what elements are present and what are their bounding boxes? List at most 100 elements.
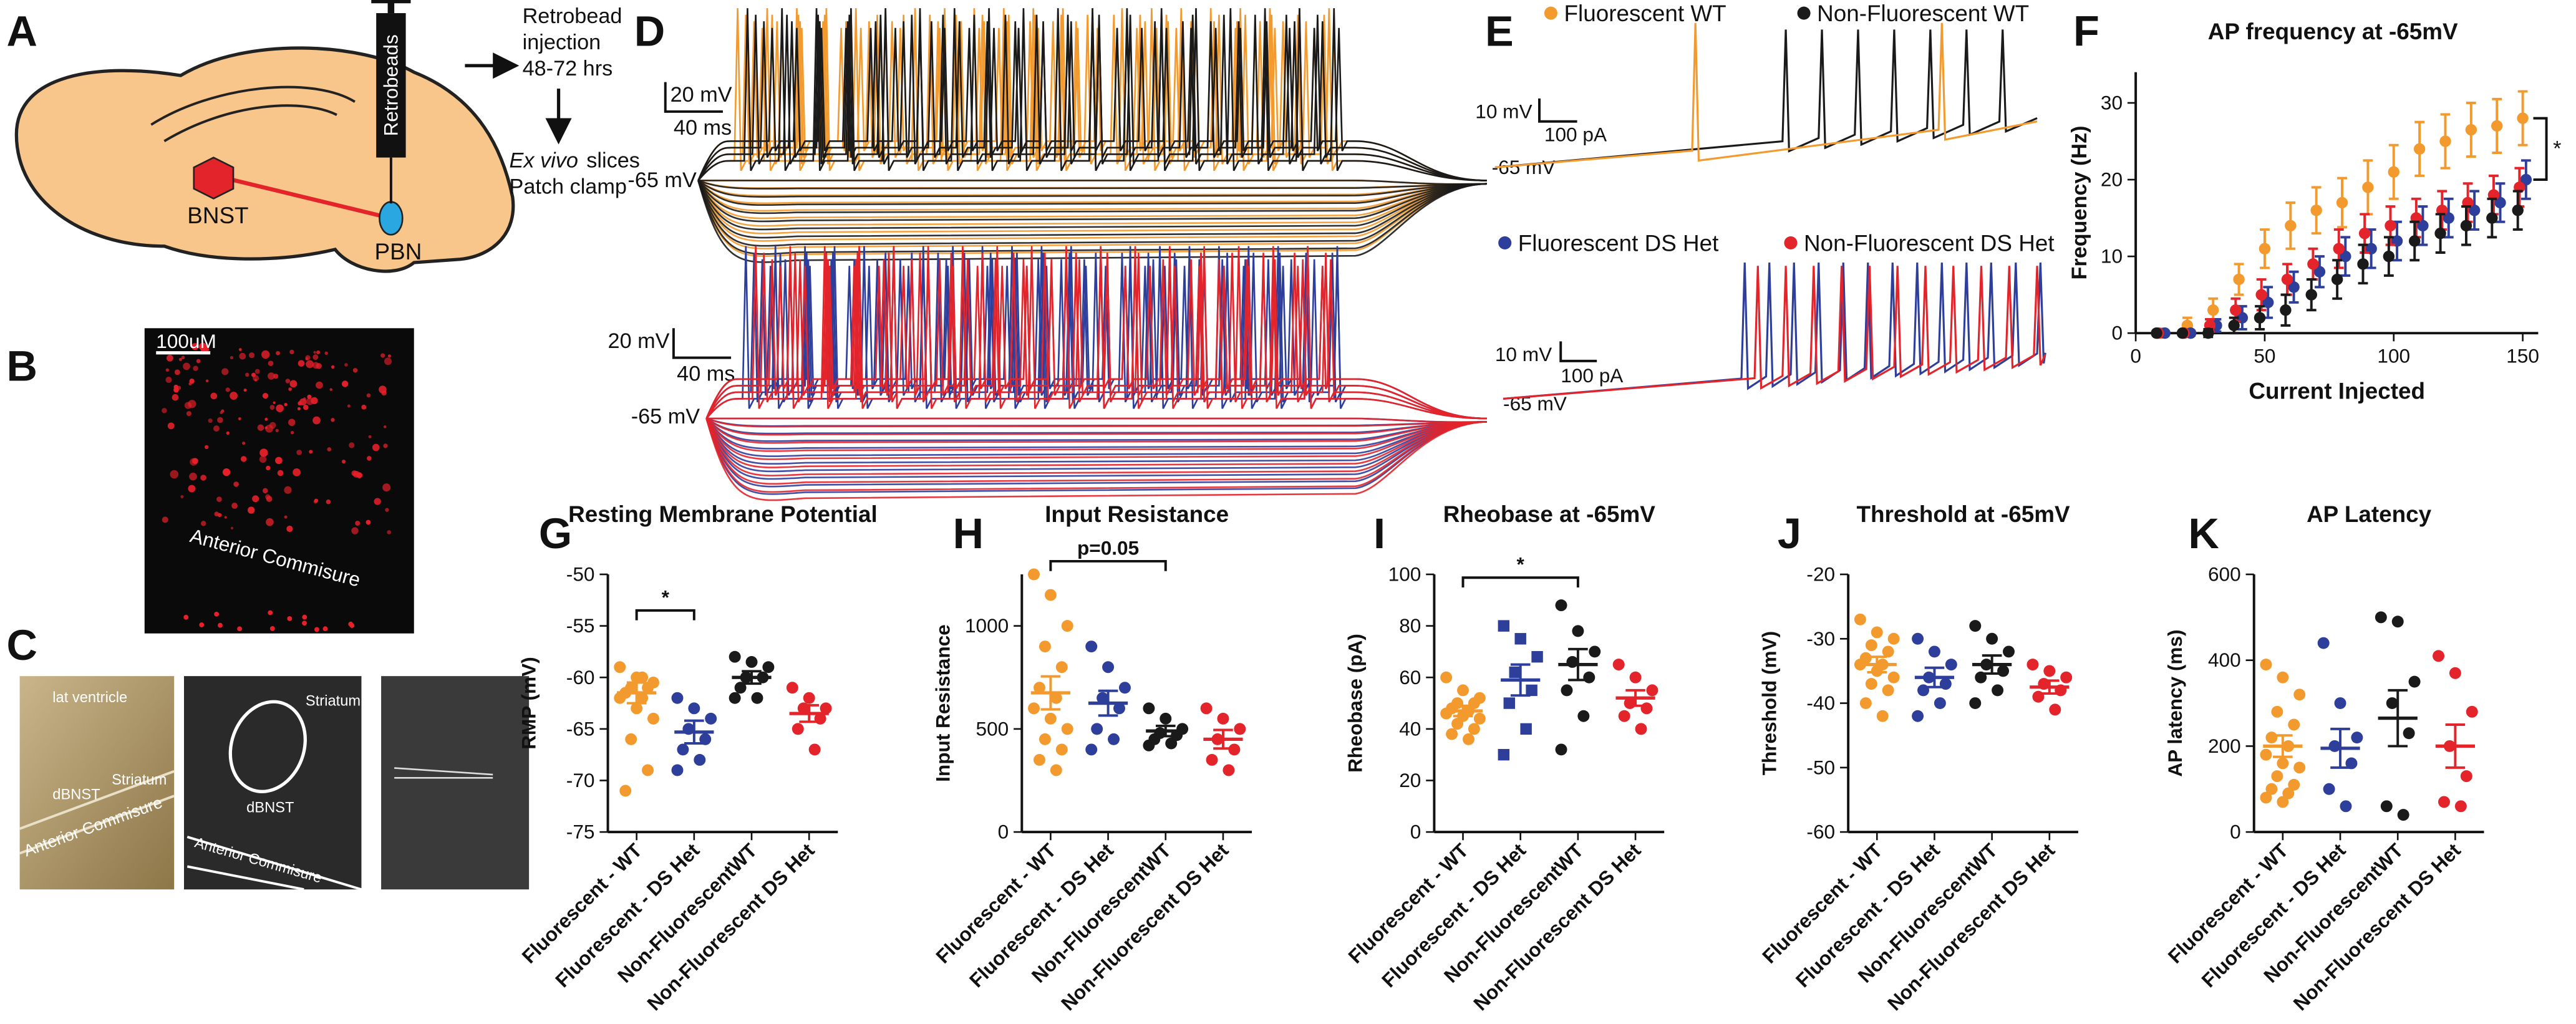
cell [349,442,355,448]
region-label: PBN [375,239,422,264]
cell [191,458,198,465]
image-label: lat ventricle [52,690,127,706]
annotation: 48-72 hrs [523,57,613,80]
panel-label: A [7,7,37,56]
point [2454,800,2467,813]
point [803,692,815,704]
trace [705,418,1487,444]
sem-bar [684,719,704,745]
cell [374,498,381,505]
cell [262,488,268,494]
cell [193,365,198,371]
point [1034,682,1045,694]
trace [697,180,1487,223]
sem-bar [1155,724,1176,738]
y-tick-label: 60 [1399,666,1421,688]
image-label: dBNST [52,787,100,803]
trace [705,266,1487,420]
micrograph [19,676,175,890]
y-tick-label: 1000 [965,614,1009,637]
point [2340,250,2351,263]
point [1143,702,1155,715]
micrograph [144,328,414,634]
point [1561,684,1573,697]
point [2233,273,2245,286]
trace [698,180,1487,185]
cell [287,616,293,621]
pbn-marker [379,201,404,236]
point [2277,671,2289,683]
point [2260,748,2272,761]
chart-title: Resting Membrane Potential [568,501,878,527]
cell [326,499,331,505]
trace [705,418,1487,468]
point [1912,632,1924,645]
cell [181,355,185,360]
point [1217,712,1229,725]
point [2417,220,2429,232]
cell [341,460,346,464]
point [2277,757,2289,770]
point [642,682,654,694]
sem-bar [2330,727,2350,769]
cell [306,397,314,405]
point [2307,258,2319,270]
point [1583,671,1595,683]
sem-bar [2445,723,2466,769]
point [631,702,643,715]
cell [183,614,189,620]
scale-label: 100 pA [1544,123,1607,145]
cell [288,418,296,426]
point [1446,728,1458,740]
sem-bar [1453,704,1473,718]
cell [198,342,207,350]
cell [348,621,354,627]
cell [284,403,288,407]
point [2391,616,2404,628]
point [1876,710,1889,722]
point [2383,250,2395,263]
y-tick-label: 0 [2230,821,2241,843]
cell [387,530,392,534]
panel-label: H [953,510,984,558]
scale-label: 100 pA [1561,364,1623,387]
point [2375,611,2387,624]
point [671,692,684,704]
point [2281,273,2293,286]
sem-bar [1924,666,1945,688]
cell [344,363,348,367]
point [729,650,741,663]
point [636,671,649,683]
sem-bar [1867,655,1887,674]
point [1028,702,1040,715]
legend-label: Non-Fluorescent DS Het [1804,231,2055,256]
point [1865,678,1877,690]
cell [201,521,206,526]
cell [322,626,328,632]
point [1865,639,1877,652]
cell [253,375,259,382]
cell [286,525,293,533]
point [751,692,763,704]
bracket [2533,117,2548,181]
point [745,655,758,668]
cell [316,381,323,389]
scale-bar [664,82,723,113]
point [1992,684,2004,697]
point [1457,684,1469,697]
cell [269,405,275,410]
cell [191,343,199,350]
annotation: * [662,586,670,608]
cell [186,411,191,417]
scale-label: 20 mV [608,329,670,353]
point [1200,702,1213,715]
y-tick-label: 40 [1399,717,1421,740]
cell [290,430,294,435]
annotation: injection [523,31,601,54]
cell [239,352,246,360]
point [2265,783,2278,795]
y-tick-label: -65 [566,717,595,740]
point [2465,123,2477,136]
point [2333,243,2345,255]
cell [366,519,371,525]
